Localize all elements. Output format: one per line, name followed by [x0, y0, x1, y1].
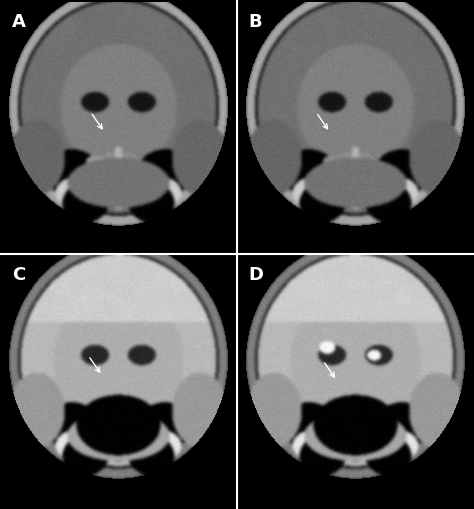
Text: C: C [12, 266, 25, 284]
Text: D: D [249, 266, 264, 284]
Text: B: B [249, 13, 262, 31]
Text: A: A [12, 13, 26, 31]
